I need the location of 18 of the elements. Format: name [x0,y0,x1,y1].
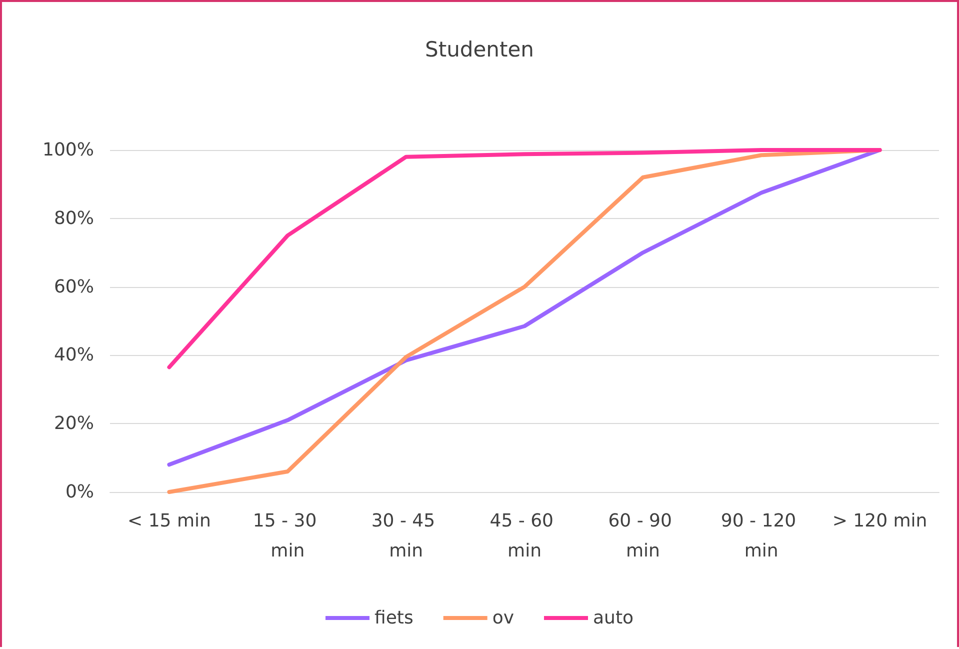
x-tick-label: 30 - 45 min [371,510,441,562]
y-tick-label: 0% [65,482,94,502]
x-tick-label: < 15 min [128,510,211,532]
y-tick-label: 20% [54,413,94,434]
x-tick-label: 60 - 90 min [608,510,678,562]
y-tick-label: 100% [42,140,94,160]
x-tick-label: > 120 min [832,510,928,532]
x-tick-label: 90 - 120 min [720,510,802,562]
y-tick-label: 40% [54,344,94,366]
y-tick-label: 80% [54,208,94,229]
legend-label: fiets [374,608,414,628]
line-series [167,148,882,370]
x-tick-label: 45 - 60 min [490,510,560,562]
legend-label: auto [593,608,634,628]
y-tick-label: 60% [54,276,94,298]
x-tick-label: 15 - 30 min [252,510,322,562]
chart-title: Studenten [425,38,534,62]
legend-label: ov [492,608,514,628]
